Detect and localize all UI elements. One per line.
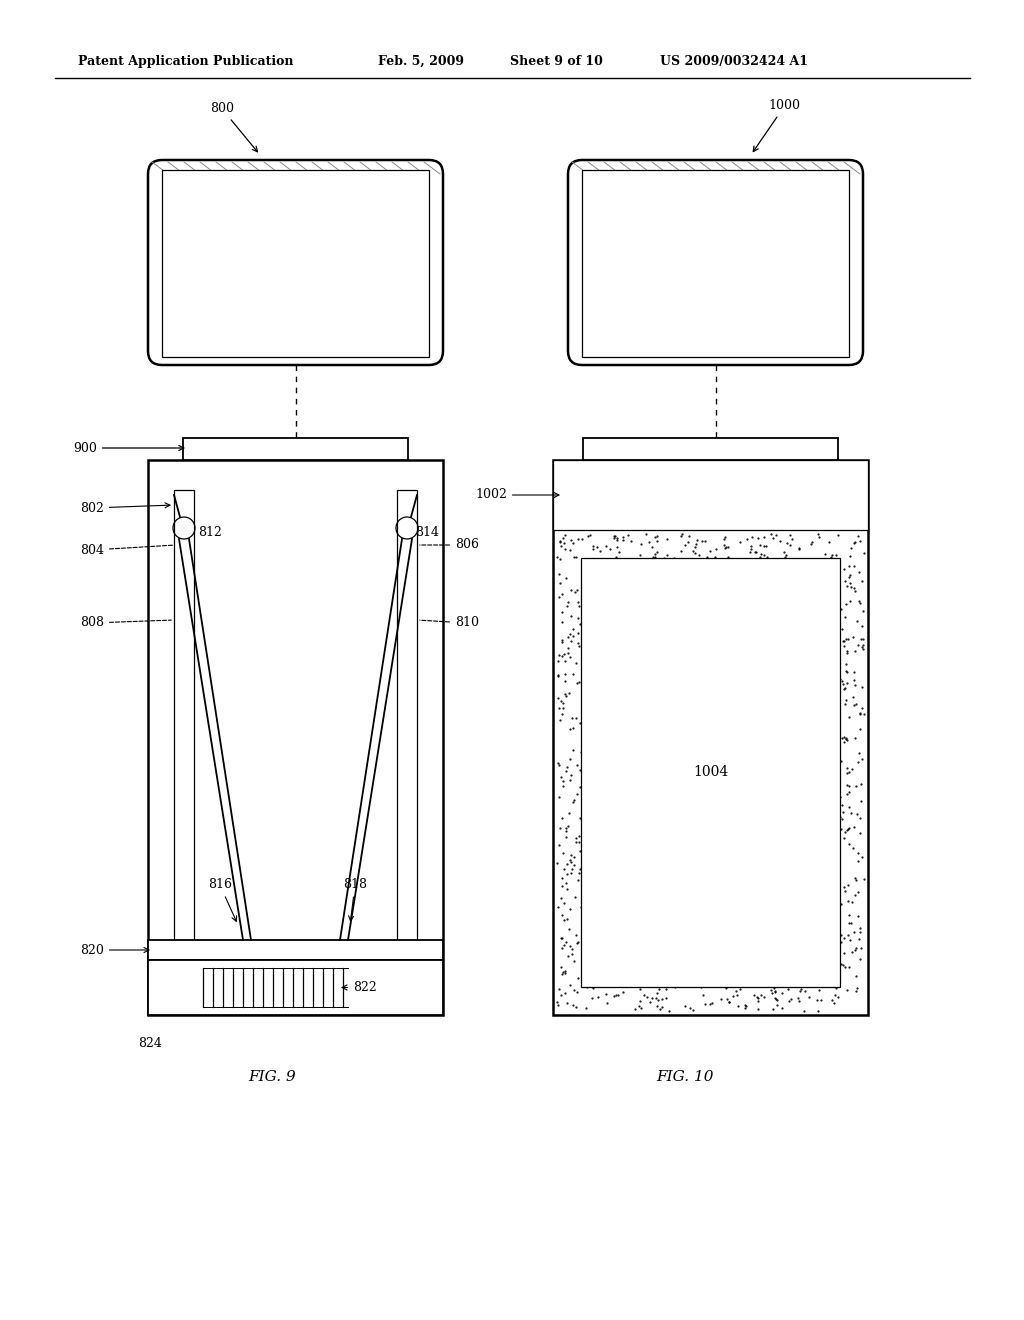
Text: 816: 816 xyxy=(208,879,237,921)
Text: US 2009/0032424 A1: US 2009/0032424 A1 xyxy=(660,55,808,69)
Bar xyxy=(553,459,868,1015)
Text: FIG. 9: FIG. 9 xyxy=(248,1071,296,1084)
Text: 900: 900 xyxy=(73,441,184,454)
Text: 806: 806 xyxy=(420,539,479,552)
Bar xyxy=(581,558,840,987)
Bar xyxy=(148,960,443,1015)
Text: 1004: 1004 xyxy=(693,766,728,780)
Text: 800: 800 xyxy=(210,102,257,152)
Bar xyxy=(148,459,443,1015)
Text: 814: 814 xyxy=(415,527,439,540)
Text: Patent Application Publication: Patent Application Publication xyxy=(78,55,294,69)
Bar xyxy=(582,170,849,356)
Bar xyxy=(397,490,417,940)
Bar xyxy=(148,940,443,960)
Text: Feb. 5, 2009: Feb. 5, 2009 xyxy=(378,55,464,69)
FancyBboxPatch shape xyxy=(148,160,443,366)
Text: 824: 824 xyxy=(138,1038,162,1049)
Text: 802: 802 xyxy=(80,502,170,515)
Text: 810: 810 xyxy=(420,616,479,630)
Text: 808: 808 xyxy=(80,616,171,630)
Bar xyxy=(162,170,429,356)
Bar xyxy=(583,438,838,459)
Text: 1000: 1000 xyxy=(754,99,801,152)
Bar xyxy=(174,490,194,940)
Text: FIG. 10: FIG. 10 xyxy=(656,1071,714,1084)
FancyBboxPatch shape xyxy=(568,160,863,366)
Text: 1002: 1002 xyxy=(475,488,559,502)
Text: 818: 818 xyxy=(343,879,367,921)
Text: 822: 822 xyxy=(342,981,377,994)
Text: Sheet 9 of 10: Sheet 9 of 10 xyxy=(510,55,603,69)
Bar xyxy=(553,459,868,531)
Text: 804: 804 xyxy=(80,544,173,557)
Text: 820: 820 xyxy=(80,944,148,957)
Text: 812: 812 xyxy=(198,527,222,540)
Bar xyxy=(183,438,408,459)
